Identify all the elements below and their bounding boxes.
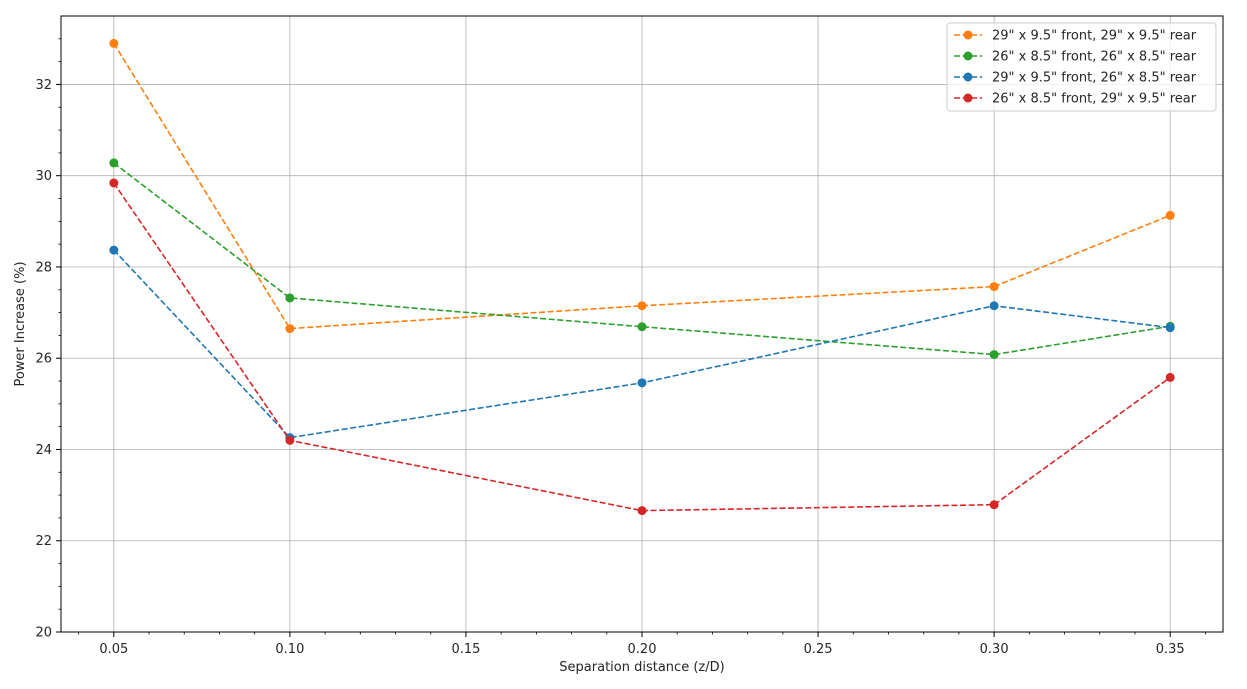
legend-label: 26" x 8.5" front, 26" x 8.5" rear xyxy=(992,50,1197,65)
data-point xyxy=(1165,210,1175,220)
data-point xyxy=(637,322,647,332)
data-point xyxy=(989,301,999,311)
x-tick-label: 0.15 xyxy=(451,642,480,657)
data-point xyxy=(285,324,295,334)
data-point xyxy=(109,245,119,255)
legend-label: 29" x 9.5" front, 26" x 8.5" rear xyxy=(992,71,1197,86)
y-tick-label: 22 xyxy=(35,534,52,549)
y-tick-label: 30 xyxy=(35,169,52,184)
data-point xyxy=(109,38,119,48)
legend-box xyxy=(946,22,1217,112)
y-tick-label: 20 xyxy=(35,626,52,641)
legend-label: 26" x 8.5" front, 29" x 9.5" rear xyxy=(992,92,1197,107)
legend: 29" x 9.5" front, 29" x 9.5" rear 26" x 8… xyxy=(946,22,1217,112)
legend-item: 29" x 9.5" front, 26" x 8.5" rear xyxy=(954,71,1197,86)
data-point xyxy=(637,301,647,311)
axis-ticks: 0.05 0.10 0.15 0.20 0.25 0.30 0.35 20 22 24 26 28 30… xyxy=(35,38,1206,657)
data-point xyxy=(1165,323,1175,333)
legend-marker xyxy=(963,93,973,103)
legend-marker xyxy=(963,72,973,82)
x-tick-label: 0.20 xyxy=(628,642,657,657)
data-point xyxy=(989,350,999,360)
y-tick-label: 26 xyxy=(35,352,52,367)
legend-item: 29" x 9.5" front, 29" x 9.5" rear xyxy=(954,29,1197,44)
data-point xyxy=(637,506,647,516)
x-tick-label: 0.35 xyxy=(1156,642,1185,657)
data-point xyxy=(109,178,119,188)
data-point xyxy=(1165,372,1175,382)
data-point xyxy=(989,500,999,510)
legend-marker xyxy=(963,51,973,61)
series-1 xyxy=(109,38,1175,334)
x-axis-label: Separation distance (z/D) xyxy=(559,660,724,675)
y-tick-label: 32 xyxy=(35,78,52,93)
legend-item: 26" x 8.5" front, 29" x 9.5" rear xyxy=(954,92,1197,107)
x-tick-label: 0.30 xyxy=(980,642,1009,657)
x-tick-label: 0.25 xyxy=(804,642,833,657)
data-point xyxy=(285,435,295,445)
series-3 xyxy=(109,245,1175,443)
x-tick-label: 0.05 xyxy=(99,642,128,657)
data-point xyxy=(989,282,999,292)
series-layer xyxy=(109,38,1175,516)
legend-marker xyxy=(963,30,973,40)
data-point xyxy=(285,293,295,303)
y-tick-label: 24 xyxy=(35,443,52,458)
series-line xyxy=(113,162,1171,356)
data-point xyxy=(109,158,119,168)
legend-label: 29" x 9.5" front, 29" x 9.5" rear xyxy=(992,29,1197,44)
legend-item: 26" x 8.5" front, 26" x 8.5" rear xyxy=(954,50,1197,65)
series-4 xyxy=(109,178,1175,516)
y-tick-label: 28 xyxy=(35,260,52,275)
y-axis-label: Power Increase (%) xyxy=(13,261,28,386)
x-tick-label: 0.10 xyxy=(275,642,304,657)
data-point xyxy=(637,378,647,388)
